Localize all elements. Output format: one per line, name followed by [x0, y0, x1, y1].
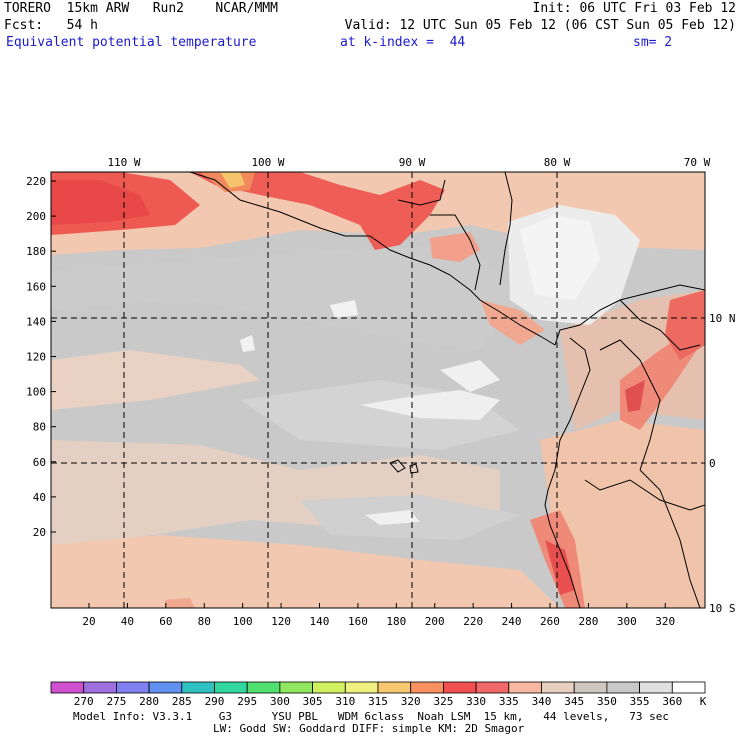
colorbar-swatch [214, 681, 248, 694]
colorbar-label: 345 [564, 695, 584, 708]
colorbar-label: 280 [139, 695, 159, 708]
x-tick-label: 60 [159, 615, 172, 628]
colorbar-swatch [573, 681, 608, 694]
x-tick-label: 300 [617, 615, 637, 628]
colorbar-swatch [639, 681, 673, 694]
model-run-title: TORERO 15km ARW Run2 NCAR/MMM [4, 1, 278, 16]
latitude-labels: 10 N 0 10 S [709, 312, 736, 615]
colorbar-swatch [541, 681, 575, 694]
colorbar-label: 270 [74, 695, 94, 708]
x-tick-label: 260 [540, 615, 560, 628]
colorbar-swatch [442, 681, 477, 694]
y-tick-label: 60 [33, 456, 46, 469]
lat-label: 0 [709, 457, 716, 470]
x-tick-label: 280 [578, 615, 598, 628]
theta-e-field [51, 172, 705, 608]
colorbar-label: 305 [303, 695, 323, 708]
forecast-hour: Fcst: 54 h [4, 18, 98, 33]
colorbar-swatch [116, 681, 150, 694]
colorbar-swatch [410, 681, 444, 694]
colorbar-swatch [246, 681, 281, 694]
lon-label: 80 W [544, 156, 571, 169]
colorbar: 270 275 280 285 290 295 300 305 310 315 320 325 330 3… [50, 681, 707, 708]
x-tick-label: 80 [198, 615, 211, 628]
graticule [51, 172, 705, 608]
y-tick-label: 200 [26, 210, 46, 223]
x-axis-ticks: 20 40 60 80 100 120 140 160 180 200 220 240 260 280 30… [82, 603, 675, 628]
colorbar-label: 290 [205, 695, 225, 708]
y-axis-ticks: 220 200 180 160 140 120 100 80 60 40 20 [26, 175, 56, 539]
colorbar-label: 320 [401, 695, 421, 708]
y-tick-label: 220 [26, 175, 46, 188]
colorbar-swatch [344, 681, 379, 694]
lat-label: 10 S [709, 602, 736, 615]
lat-label: 10 N [709, 312, 736, 325]
level-label: at k-index = 44 [340, 35, 466, 50]
x-tick-label: 200 [425, 615, 445, 628]
y-tick-label: 140 [26, 315, 46, 328]
colorbar-swatch [50, 681, 85, 694]
y-tick-label: 20 [33, 526, 46, 539]
colorbar-label: 360 [662, 695, 682, 708]
x-tick-label: 100 [233, 615, 253, 628]
colorbar-label: 285 [172, 695, 192, 708]
x-tick-label: 220 [463, 615, 483, 628]
colorbar-swatch [377, 681, 412, 694]
y-tick-label: 100 [26, 386, 46, 399]
y-tick-label: 160 [26, 280, 46, 293]
longitude-labels: 110 W 100 W 90 W 80 W 70 W [107, 156, 710, 169]
y-tick-label: 180 [26, 245, 46, 258]
x-tick-label: 180 [386, 615, 406, 628]
init-time: Init: 06 UTC Fri 03 Feb 12 [532, 1, 737, 16]
colorbar-swatch [148, 681, 183, 694]
lon-label: 110 W [107, 156, 140, 169]
colorbar-swatch [83, 681, 117, 694]
x-tick-label: 120 [271, 615, 291, 628]
x-tick-label: 240 [502, 615, 522, 628]
colorbar-label: 310 [335, 695, 355, 708]
colorbar-swatch [181, 681, 215, 694]
y-tick-label: 40 [33, 491, 46, 504]
colorbar-label: 350 [597, 695, 617, 708]
colorbar-label: 330 [466, 695, 486, 708]
lon-label: 100 W [251, 156, 284, 169]
x-tick-label: 20 [82, 615, 95, 628]
lon-label: 90 W [399, 156, 426, 169]
x-tick-label: 40 [121, 615, 134, 628]
colorbar-swatch [671, 681, 706, 694]
smoothing-label: sm= 2 [633, 35, 673, 50]
colorbar-label: 355 [630, 695, 650, 708]
colorbar-label: 300 [270, 695, 290, 708]
colorbar-label: 325 [433, 695, 453, 708]
colorbar-swatch [312, 681, 346, 694]
valid-time: Valid: 12 UTC Sun 05 Feb 12 (06 CST Sun … [344, 18, 736, 33]
colorbar-swatch [508, 681, 542, 694]
colorbar-label: 295 [237, 695, 257, 708]
model-info-line2: LW: Godd SW: Goddard DIFF: simple KM: 2D… [213, 722, 525, 735]
colorbar-swatch [279, 681, 313, 694]
model-info-line1: Model Info: V3.3.1 G3 YSU PBL WDM 6class… [73, 710, 670, 723]
lon-label: 70 W [684, 156, 711, 169]
colorbar-unit: K [700, 695, 707, 708]
colorbar-label: 275 [106, 695, 126, 708]
colorbar-label: 335 [499, 695, 519, 708]
x-tick-label: 140 [310, 615, 330, 628]
colorbar-label: 315 [368, 695, 388, 708]
y-tick-label: 120 [26, 351, 46, 364]
colorbar-swatch [606, 681, 641, 694]
map-frame [50, 171, 706, 609]
field-name: Equivalent potential temperature [6, 35, 257, 50]
coastlines [189, 172, 705, 608]
colorbar-label: 340 [532, 695, 552, 708]
x-tick-label: 320 [655, 615, 675, 628]
colorbar-swatch [475, 681, 510, 694]
x-tick-label: 160 [348, 615, 368, 628]
y-tick-label: 80 [33, 421, 46, 434]
